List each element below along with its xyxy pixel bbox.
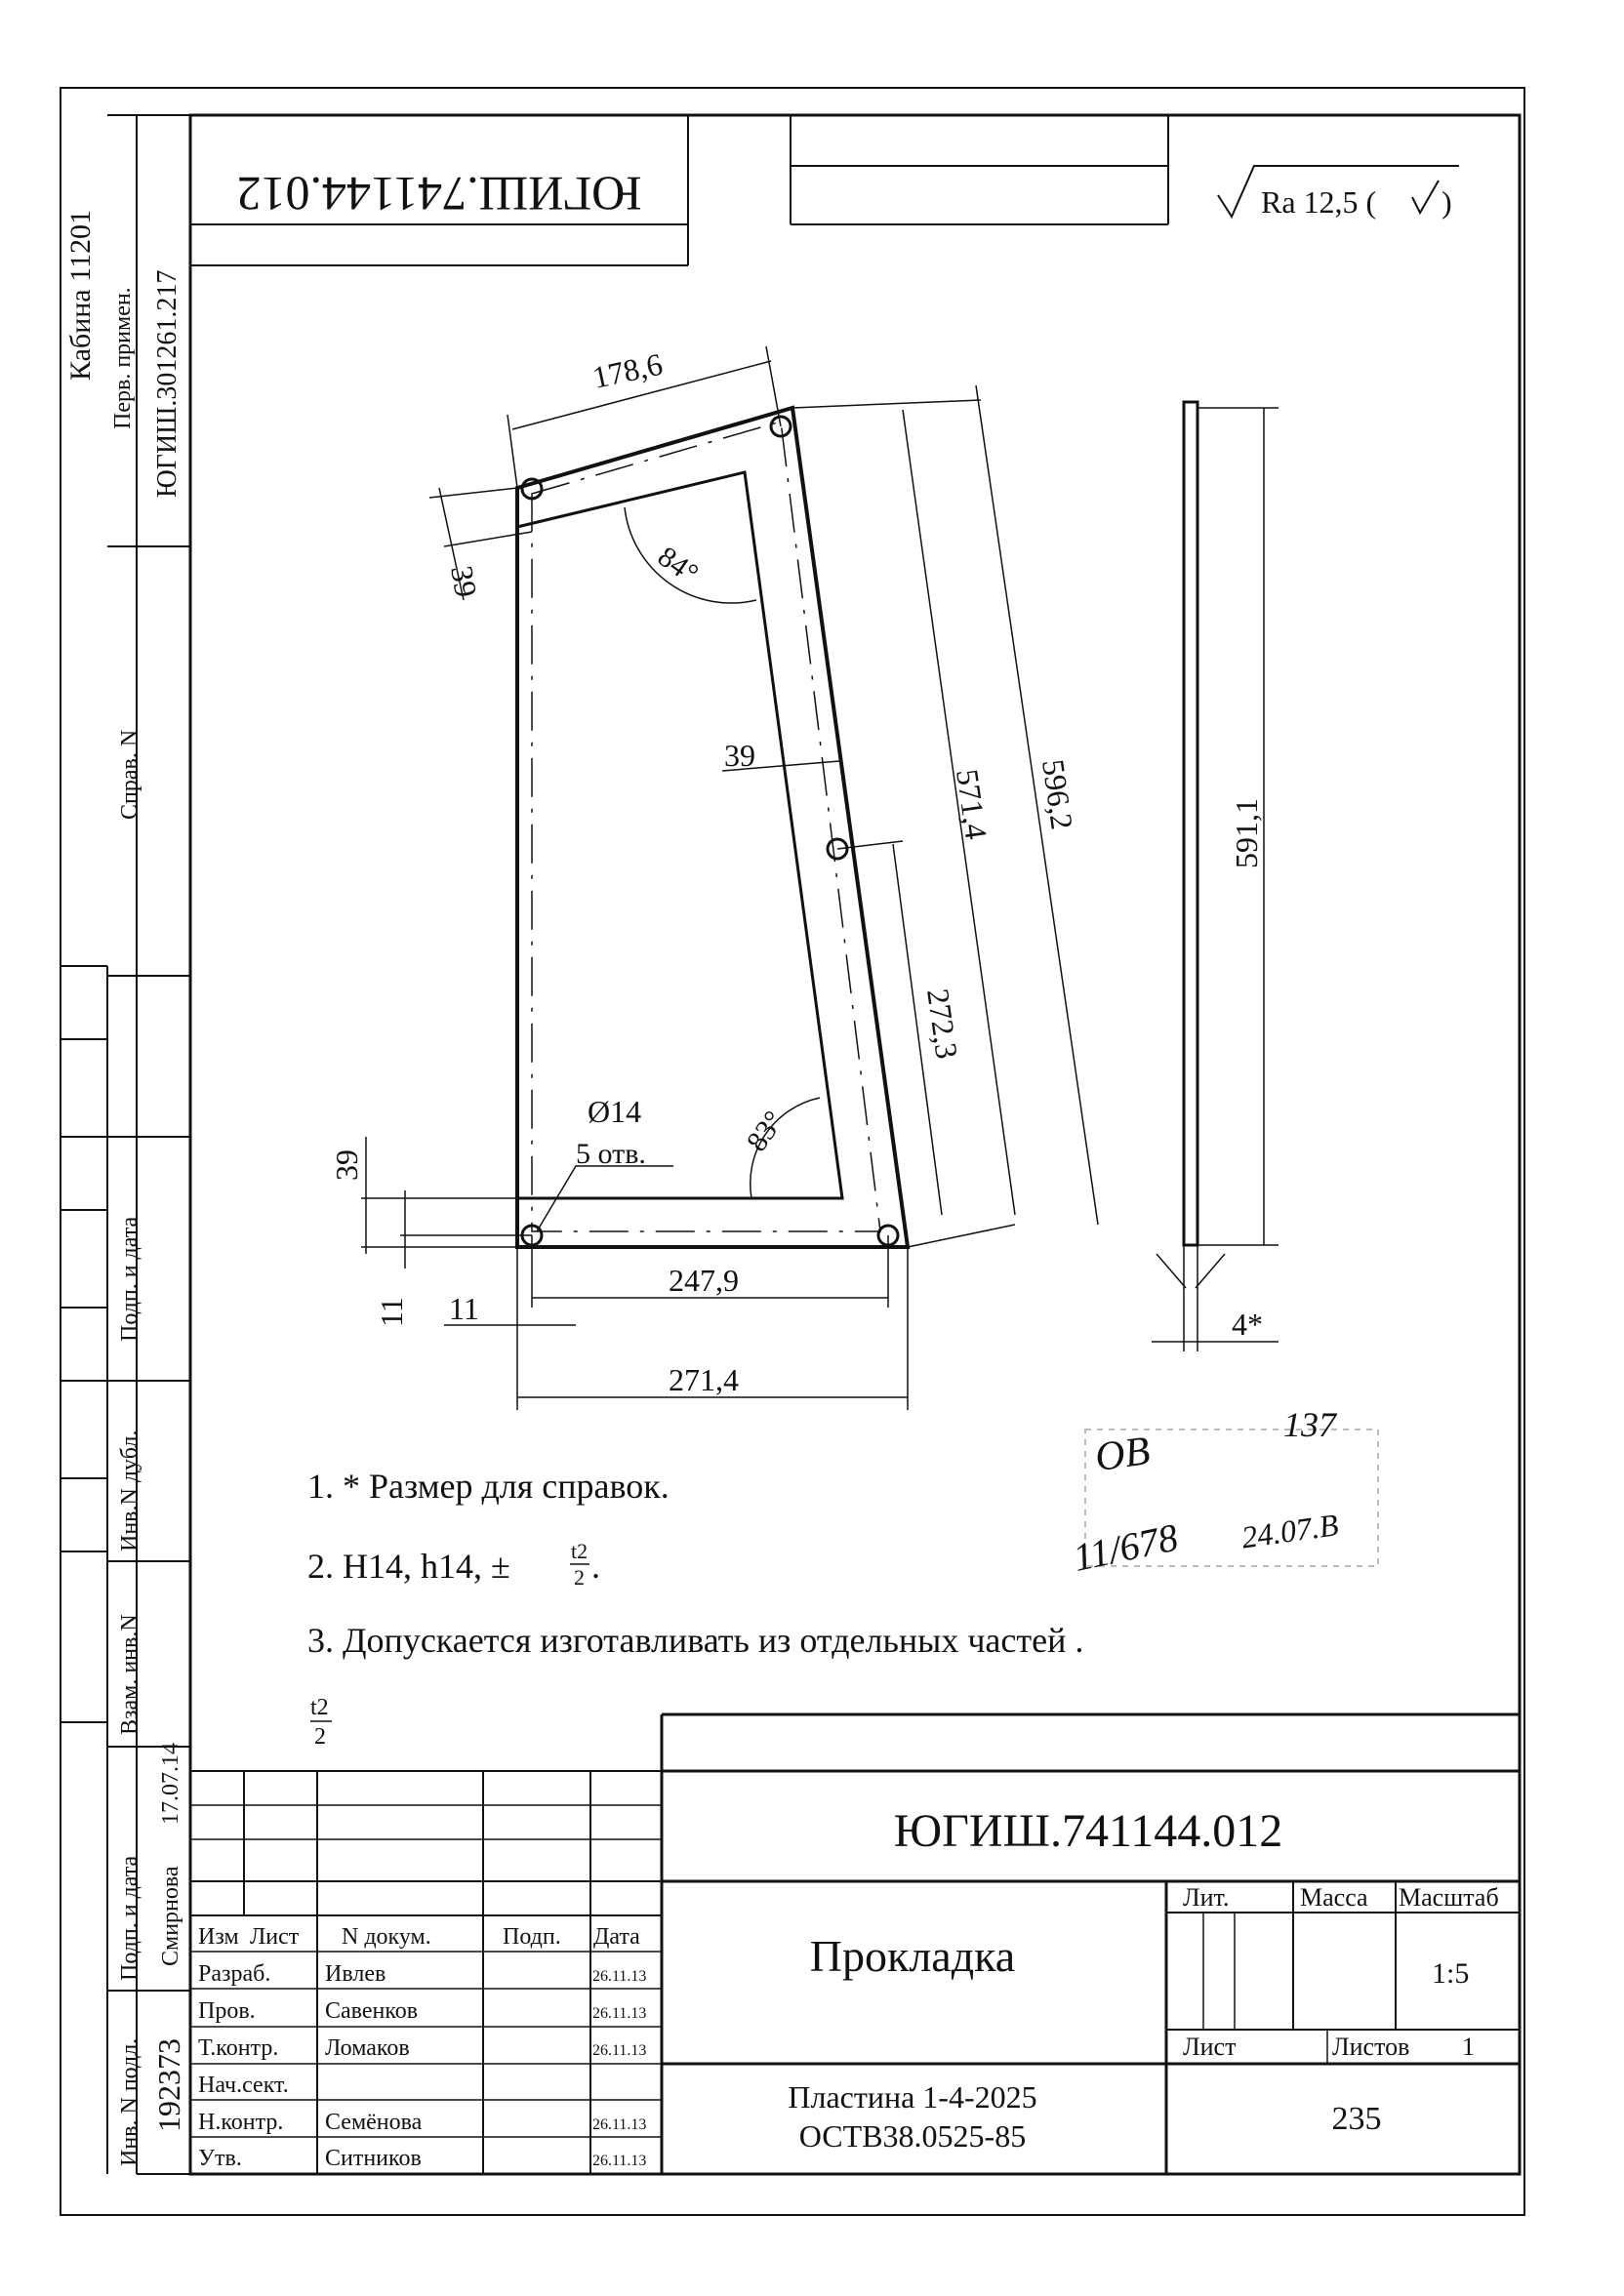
tb-row-role: Т.контр. <box>198 2035 278 2061</box>
tb-row-name: Савенков <box>325 1998 418 2024</box>
side-inv-dubl-label: Инв.N дубл. <box>117 1430 142 1551</box>
note-3: 3. Допускается изготавливать из отдельны… <box>307 1621 1083 1660</box>
dim-bottom-inner: 247,9 <box>669 1263 739 1298</box>
dim-top-width: 178,6 <box>589 346 666 395</box>
tb-row-date: 26.11.13 <box>592 2153 646 2169</box>
tb-row-role: Нач.сект. <box>198 2073 289 2098</box>
handwritten-2: 137 <box>1283 1405 1338 1444</box>
tb-row-role: Пров. <box>198 1998 256 2024</box>
dim-thickness: 4* <box>1232 1307 1263 1342</box>
note-2-fraction-suffix: . <box>591 1547 600 1586</box>
side-podp-date: 17.07.14 <box>158 1743 183 1825</box>
side-perv-primen-label: Перв. примен. <box>110 287 136 429</box>
side-inv-podl-value: 192373 <box>151 2038 186 2132</box>
roughness-close: ) <box>1441 184 1452 220</box>
side-view <box>1152 400 1279 1351</box>
tb-list-label: Лист <box>1183 2033 1236 2061</box>
top-code-mirrored: ЮГИШ.741144.012 <box>237 167 642 222</box>
tb-row-date: 26.11.13 <box>592 2116 646 2133</box>
dim-hole-label: Ø14 <box>588 1094 641 1129</box>
tb-header-list: Лист <box>250 1924 300 1950</box>
dim-mid-height: 272,3 <box>920 987 965 1061</box>
tb-name: Прокладка <box>810 1931 1015 1981</box>
tb-material-l2: ОСТВ38.0525-85 <box>799 2118 1026 2154</box>
dim-outer-height: 596,2 <box>1035 757 1080 831</box>
tb-sheet-number: 235 <box>1332 2101 1382 2137</box>
gasket-outer-contour <box>515 405 911 1249</box>
tb-scale-label: Масштаб <box>1399 1883 1499 1912</box>
side-podp-data-label: Подп. и дата <box>117 1216 142 1342</box>
side-vzam-inv-label: Взам. инв.N <box>117 1614 142 1735</box>
tb-listov-value: 1 <box>1462 2033 1475 2061</box>
top-code-box <box>190 115 1169 266</box>
dim-bottom-11-h: 11 <box>449 1291 479 1326</box>
gasket-drawing <box>361 345 1099 1410</box>
dim-top-offset: 39 <box>444 563 484 600</box>
faint-stamp <box>1084 1429 1379 1567</box>
roughness-text: Ra 12,5 ( <box>1261 184 1376 220</box>
tb-rows: Разраб. Ивлев 26.11.13 Пров. Савенков 26… <box>198 1961 646 2171</box>
tb-row-name: Ивлев <box>325 1961 386 1987</box>
hole-middle <box>826 837 849 861</box>
side-podp-data2-label: Подп. и дата <box>117 1855 142 1981</box>
roughness-small-check-icon <box>1411 180 1440 216</box>
tb-massa-label: Масса <box>1300 1883 1368 1912</box>
side-sprav-label: Справ. N <box>117 730 142 820</box>
outer-border <box>60 87 1525 2216</box>
tb-row-date: 26.11.13 <box>592 2005 646 2022</box>
centerline <box>531 421 881 1232</box>
side-cabin: Кабина 11201 <box>64 210 97 381</box>
note-1: 1. * Размер для справок. <box>307 1467 670 1506</box>
tb-material-l1: Пластина 1-4-2025 <box>788 2079 1036 2115</box>
side-podp-name: Смирнова <box>158 1866 183 1966</box>
tb-doc-code: ЮГИШ.741144.012 <box>894 1805 1282 1857</box>
dim-bottom-outer: 271,4 <box>669 1362 739 1397</box>
hole-top-left <box>520 477 544 501</box>
loose-fraction-den: 2 <box>314 1724 326 1750</box>
dim-inner-width: 39 <box>724 738 755 773</box>
tb-row-role: Разраб. <box>198 1961 270 1987</box>
dim-bottom-11-v: 11 <box>374 1297 409 1327</box>
dim-inner-height: 571,4 <box>950 767 995 841</box>
tb-row-role: Н.контр. <box>198 2110 283 2135</box>
title-block <box>190 1712 1520 2174</box>
hole-top-right <box>769 415 792 438</box>
gasket-inner-contour <box>515 470 844 1200</box>
handwritten-4: 24.07.В <box>1239 1507 1341 1555</box>
tb-row-date: 26.11.13 <box>592 1968 646 1985</box>
note-2: 2. H14, h14, ± <box>307 1547 510 1586</box>
side-inv-podl-label: Инв. N подл. <box>117 2038 142 2166</box>
dim-side-height: 591,1 <box>1229 798 1264 868</box>
roughness-check-icon <box>1217 165 1459 220</box>
dim-hole-count: 5 отв. <box>576 1138 646 1170</box>
tb-row-name: Ломаков <box>325 2035 410 2061</box>
inner-frame <box>188 113 1522 2176</box>
tb-lit-label: Лит. <box>1183 1883 1229 1912</box>
tb-header-ndokum: N докум. <box>342 1924 431 1950</box>
tb-scale-value: 1:5 <box>1432 1957 1469 1990</box>
tb-header-izm: Изм <box>198 1924 239 1950</box>
tb-listov-label: Листов <box>1332 2033 1409 2061</box>
dim-angle-bottom: 83° <box>741 1106 791 1157</box>
tb-row-name: Семёнова <box>325 2110 423 2135</box>
handwritten-1: ОВ <box>1092 1429 1153 1480</box>
tb-row-role: Утв. <box>198 2146 242 2171</box>
dim-angle-top: 84° <box>652 541 704 590</box>
note-2-fraction-den: 2 <box>574 1565 585 1590</box>
dim-left-39: 39 <box>329 1149 364 1181</box>
side-stamp <box>61 114 190 2175</box>
side-perv-primen-value: ЮГИШ.301261.217 <box>152 270 183 498</box>
tb-header-podp: Подп. <box>503 1924 561 1950</box>
tb-row-name: Ситников <box>325 2146 422 2171</box>
loose-fraction-num: t2 <box>310 1695 329 1720</box>
tb-header-data: Дата <box>593 1924 640 1950</box>
tb-row-date: 26.11.13 <box>592 2042 646 2059</box>
note-2-fraction-num: t2 <box>571 1539 588 1563</box>
